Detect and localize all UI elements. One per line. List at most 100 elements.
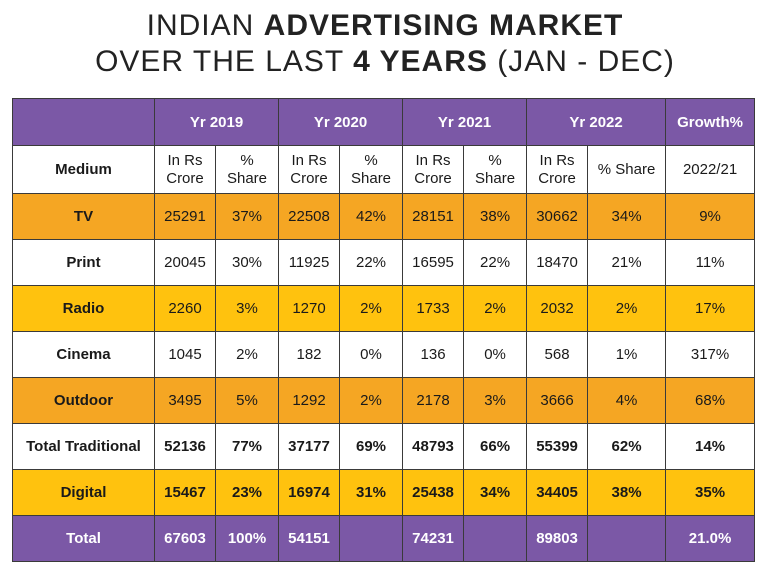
cell-tv-crore-2020: 22508: [278, 193, 341, 240]
cell-cinema-growth: 317%: [665, 331, 756, 378]
subheader-share-2022: % Share: [587, 145, 667, 194]
subheader-share-2020: % Share: [339, 145, 404, 194]
row-label-radio: Radio: [12, 285, 155, 332]
cell-cinema-crore-2021: 136: [402, 331, 465, 378]
cell-cinema-crore-2020: 182: [278, 331, 341, 378]
title-line2: OVER THE LAST 4 YEARS (JAN - DEC): [95, 45, 675, 78]
row-label-total-traditional: Total Traditional: [12, 423, 155, 470]
cell-total-traditional-share-2022: 62%: [587, 423, 667, 470]
advertising-market-table-wrapper: Yr 2019 Yr 2020 Yr 2021 Yr 2022 Growth% …: [12, 98, 756, 562]
subheader-growth-period: 2022/21: [665, 145, 756, 194]
cell-total-traditional-growth: 14%: [665, 423, 756, 470]
cell-print-share-2022: 21%: [587, 239, 667, 286]
chart-title: INDIAN ADVERTISING MARKET OVER THE LAST …: [0, 0, 770, 80]
subheader-share-2019: % Share: [214, 145, 280, 194]
cell-tv-crore-2019: 25291: [154, 193, 216, 240]
cell-total-traditional-crore-2021: 48793: [402, 423, 465, 470]
cell-cinema-crore-2019: 1045: [154, 331, 216, 378]
advertising-market-table: Yr 2019 Yr 2020 Yr 2021 Yr 2022 Growth% …: [12, 98, 756, 562]
cell-outdoor-crore-2020: 1292: [278, 377, 341, 424]
cell-print-share-2021: 22%: [463, 239, 528, 286]
cell-total-traditional-crore-2020: 37177: [278, 423, 341, 470]
cell-print-crore-2022: 18470: [526, 239, 589, 286]
cell-tv-share-2022: 34%: [587, 193, 667, 240]
cell-radio-crore-2019: 2260: [154, 285, 216, 332]
header-year-2019: Yr 2019: [153, 98, 280, 146]
cell-digital-crore-2019: 15467: [154, 469, 216, 516]
table-row-cinema: Cinema 1045 2% 182 0% 136 0% 568 1% 317%: [12, 331, 756, 378]
subheader-medium: Medium: [12, 145, 155, 194]
header-growth: Growth%: [665, 98, 756, 146]
cell-outdoor-share-2019: 5%: [214, 377, 280, 424]
cell-print-share-2020: 22%: [339, 239, 404, 286]
cell-total-crore-2021: 74231: [402, 515, 465, 562]
cell-cinema-share-2019: 2%: [214, 331, 280, 378]
subheader-crore-2021: In Rs Crore: [402, 145, 465, 194]
header-year-2020: Yr 2020: [278, 98, 404, 146]
table-body: TV 25291 37% 22508 42% 28151 38% 30662 34% 9% Prin…: [12, 193, 756, 562]
cell-total-share-2019: 100%: [214, 515, 280, 562]
cell-radio-share-2022: 2%: [587, 285, 667, 332]
cell-outdoor-crore-2021: 2178: [402, 377, 465, 424]
cell-digital-share-2020: 31%: [339, 469, 404, 516]
cell-digital-crore-2022: 34405: [526, 469, 589, 516]
row-label-total: Total: [12, 515, 155, 562]
subheader-crore-2022: In Rs Crore: [526, 145, 589, 194]
cell-tv-crore-2022: 30662: [526, 193, 589, 240]
row-label-cinema: Cinema: [12, 331, 155, 378]
table-row-total: Total 67603 100% 54151 74231 89803 21.0%: [12, 515, 756, 562]
title-line1: INDIAN ADVERTISING MARKET: [146, 9, 624, 42]
subheader-crore-2019: In Rs Crore: [154, 145, 216, 194]
cell-radio-growth: 17%: [665, 285, 756, 332]
cell-radio-share-2020: 2%: [339, 285, 404, 332]
cell-outdoor-share-2020: 2%: [339, 377, 404, 424]
cell-digital-crore-2020: 16974: [278, 469, 341, 516]
cell-total-crore-2022: 89803: [526, 515, 589, 562]
cell-cinema-share-2021: 0%: [463, 331, 528, 378]
cell-digital-growth: 35%: [665, 469, 756, 516]
cell-outdoor-share-2022: 4%: [587, 377, 667, 424]
cell-print-crore-2020: 11925: [278, 239, 341, 286]
cell-total-growth: 21.0%: [665, 515, 756, 562]
table-row-print: Print 20045 30% 11925 22% 16595 22% 18470 21% 11%: [12, 239, 756, 286]
cell-digital-crore-2021: 25438: [402, 469, 465, 516]
header-year-2021: Yr 2021: [402, 98, 528, 146]
header-blank: [12, 98, 155, 146]
cell-radio-crore-2020: 1270: [278, 285, 341, 332]
cell-outdoor-share-2021: 3%: [463, 377, 528, 424]
cell-radio-share-2019: 3%: [214, 285, 280, 332]
cell-digital-share-2019: 23%: [214, 469, 280, 516]
cell-print-crore-2021: 16595: [402, 239, 465, 286]
row-label-print: Print: [12, 239, 155, 286]
cell-total-traditional-share-2021: 66%: [463, 423, 528, 470]
table-row-digital: Digital 15467 23% 16974 31% 25438 34% 34405 38% 3…: [12, 469, 756, 516]
cell-total-crore-2019: 67603: [154, 515, 216, 562]
cell-tv-growth: 9%: [665, 193, 756, 240]
cell-digital-share-2021: 34%: [463, 469, 528, 516]
cell-total-traditional-share-2020: 69%: [339, 423, 404, 470]
row-label-tv: TV: [12, 193, 155, 240]
cell-total-share-2020: [339, 515, 404, 562]
cell-total-traditional-share-2019: 77%: [214, 423, 280, 470]
cell-radio-crore-2022: 2032: [526, 285, 589, 332]
cell-tv-share-2020: 42%: [339, 193, 404, 240]
header-row: Yr 2019 Yr 2020 Yr 2021 Yr 2022 Growth%: [12, 98, 756, 146]
cell-print-growth: 11%: [665, 239, 756, 286]
cell-tv-share-2019: 37%: [214, 193, 280, 240]
table-row-outdoor: Outdoor 3495 5% 1292 2% 2178 3% 3666 4% 68%: [12, 377, 756, 424]
cell-outdoor-crore-2019: 3495: [154, 377, 216, 424]
cell-cinema-crore-2022: 568: [526, 331, 589, 378]
subheader-crore-2020: In Rs Crore: [278, 145, 341, 194]
cell-radio-share-2021: 2%: [463, 285, 528, 332]
table-row-tv: TV 25291 37% 22508 42% 28151 38% 30662 34% 9%: [12, 193, 756, 240]
cell-total-share-2022: [587, 515, 667, 562]
subheader-row: Medium In Rs Crore % Share In Rs Crore % Sha…: [12, 145, 756, 194]
cell-print-crore-2019: 20045: [154, 239, 216, 286]
cell-outdoor-crore-2022: 3666: [526, 377, 589, 424]
cell-outdoor-growth: 68%: [665, 377, 756, 424]
cell-total-traditional-crore-2022: 55399: [526, 423, 589, 470]
row-label-outdoor: Outdoor: [12, 377, 155, 424]
table-row-total-traditional: Total Traditional 52136 77% 37177 69% 48793 66…: [12, 423, 756, 470]
table-row-radio: Radio 2260 3% 1270 2% 1733 2% 2032 2% 17%: [12, 285, 756, 332]
cell-cinema-share-2022: 1%: [587, 331, 667, 378]
